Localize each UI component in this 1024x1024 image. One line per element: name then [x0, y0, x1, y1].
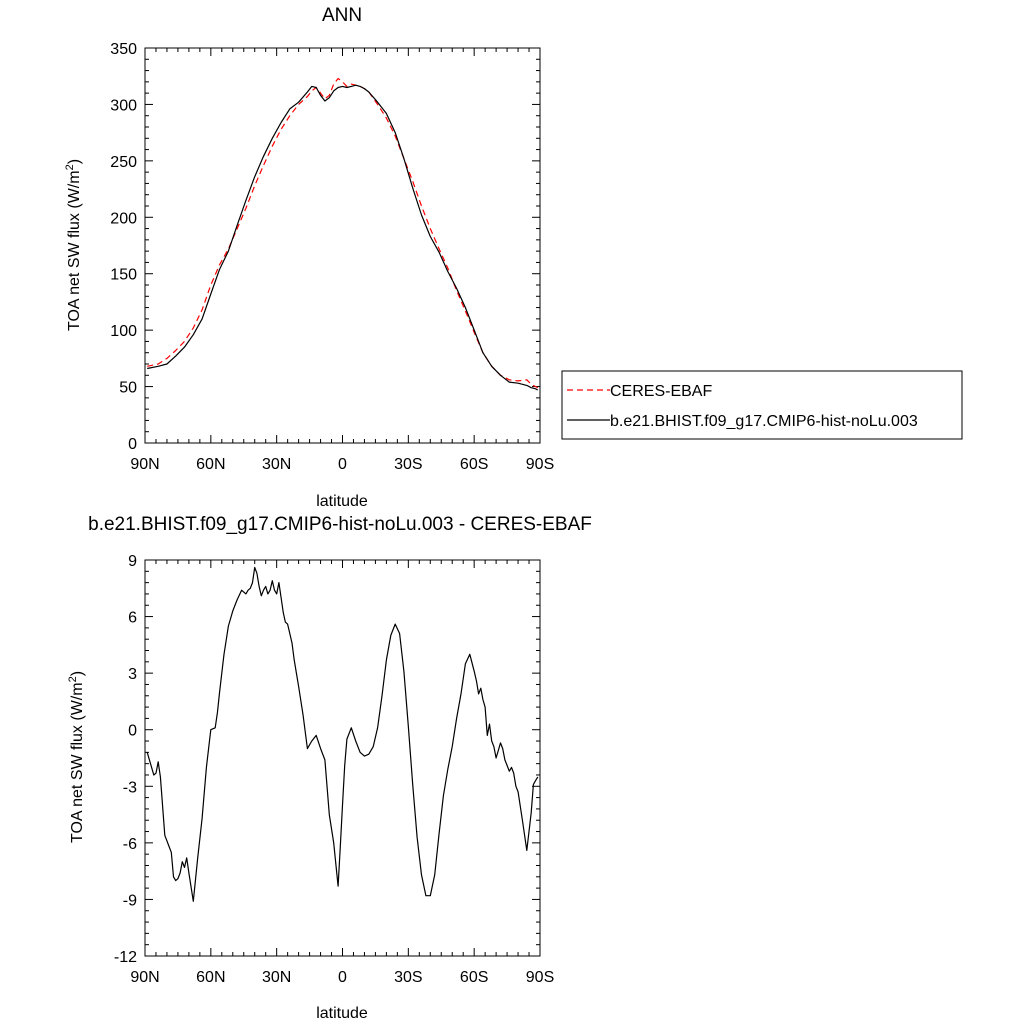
bottom-panel: b.e21.BHIST.f09_g17.CMIP6-hist-noLu.003 … — [67, 514, 592, 1022]
bottom-plot-frame — [144, 559, 541, 957]
top-y-tick-label: 150 — [110, 267, 137, 284]
top-x-tick-label: 90S — [526, 456, 554, 473]
bottom-x-tick-label: 30N — [262, 969, 291, 986]
top-x-tick-label: 30N — [262, 456, 291, 473]
top-y-tick-label: 100 — [110, 323, 137, 340]
top-chart-title: ANN — [322, 5, 362, 26]
top-y-tick-label: 300 — [110, 97, 137, 114]
top-x-tick-label: 30S — [394, 456, 422, 473]
top-y-tick-label: 50 — [119, 380, 137, 397]
top-y-tick-label: 350 — [110, 41, 137, 58]
bottom-y-tick-label: 9 — [128, 553, 137, 570]
top-x-tick-label: 90N — [130, 456, 159, 473]
top-y-tick-label: 200 — [110, 210, 137, 227]
bottom-y-axis-label: TOA net SW flux (W/m2) — [67, 671, 86, 843]
legend: CERES-EBAF b.e21.BHIST.f09_g17.CMIP6-his… — [561, 370, 963, 440]
bottom-chart-title: b.e21.BHIST.f09_g17.CMIP6-hist-noLu.003 … — [88, 514, 592, 535]
bottom-series-line-0 — [146, 566, 539, 902]
legend-box — [561, 370, 963, 440]
bottom-x-tick-label: 90S — [526, 969, 554, 986]
top-plot-area: 90N 60N 30N 0 30S 60S 90S 0 50 100 150 200 250 300 350 — [110, 41, 554, 473]
bottom-y-tick-label: -9 — [123, 892, 137, 909]
bottom-x-axis-label: latitude — [316, 1005, 368, 1022]
top-x-tick-label: 60N — [196, 456, 225, 473]
top-x-axis-label: latitude — [316, 493, 368, 510]
top-series-line-0 — [147, 77, 539, 389]
bottom-x-tick-label: 60S — [460, 969, 488, 986]
top-panel: ANN 90N 60N 30N 0 30S 60S 90S 0 50 100 150 200 250 30… — [64, 5, 554, 510]
bottom-x-tick-label: 90N — [130, 969, 159, 986]
legend-label-ceres: CERES-EBAF — [610, 383, 712, 400]
top-plot-frame — [144, 47, 541, 444]
bottom-x-tick-label: 0 — [338, 969, 347, 986]
bottom-y-tick-label: 0 — [128, 723, 137, 740]
top-x-tick-label: 60S — [460, 456, 488, 473]
top-y-axis-label: TOA net SW flux (W/m2) — [64, 159, 83, 331]
legend-label-model: b.e21.BHIST.f09_g17.CMIP6-hist-noLu.003 — [610, 413, 918, 430]
top-series-line-1 — [147, 84, 539, 391]
bottom-y-tick-label: 3 — [128, 666, 137, 683]
bottom-y-tick-label: -3 — [123, 779, 137, 796]
bottom-y-tick-label: -6 — [123, 836, 137, 853]
bottom-y-tick-label: 6 — [128, 610, 137, 627]
top-y-tick-label: 250 — [110, 154, 137, 171]
bottom-plot-area: 90N 60N 30N 0 30S 60S 90S -12 -9 -6 -3 0 3 6 9 — [114, 553, 554, 986]
top-y-tick-label: 0 — [128, 436, 137, 453]
bottom-x-tick-label: 60N — [196, 969, 225, 986]
top-x-tick-label: 0 — [338, 456, 347, 473]
bottom-y-tick-label: -12 — [114, 949, 137, 966]
bottom-x-tick-label: 30S — [394, 969, 422, 986]
